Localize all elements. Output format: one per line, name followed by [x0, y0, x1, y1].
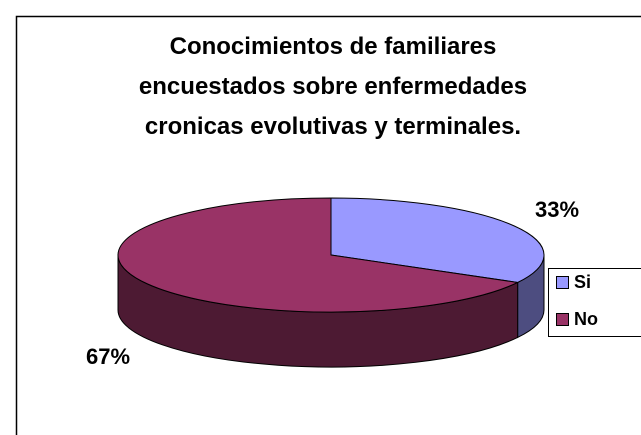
legend-swatch	[556, 313, 569, 326]
chart-title: Conocimientos de familiares encuestados …	[138, 33, 528, 140]
pie-slice	[117, 197, 520, 313]
pie-slice	[330, 197, 545, 283]
legend-label: Si	[574, 272, 591, 292]
data-label: 67%	[86, 344, 130, 369]
data-label: 33%	[535, 197, 579, 222]
legend-swatch	[556, 276, 569, 289]
legend-label: No	[574, 309, 598, 329]
